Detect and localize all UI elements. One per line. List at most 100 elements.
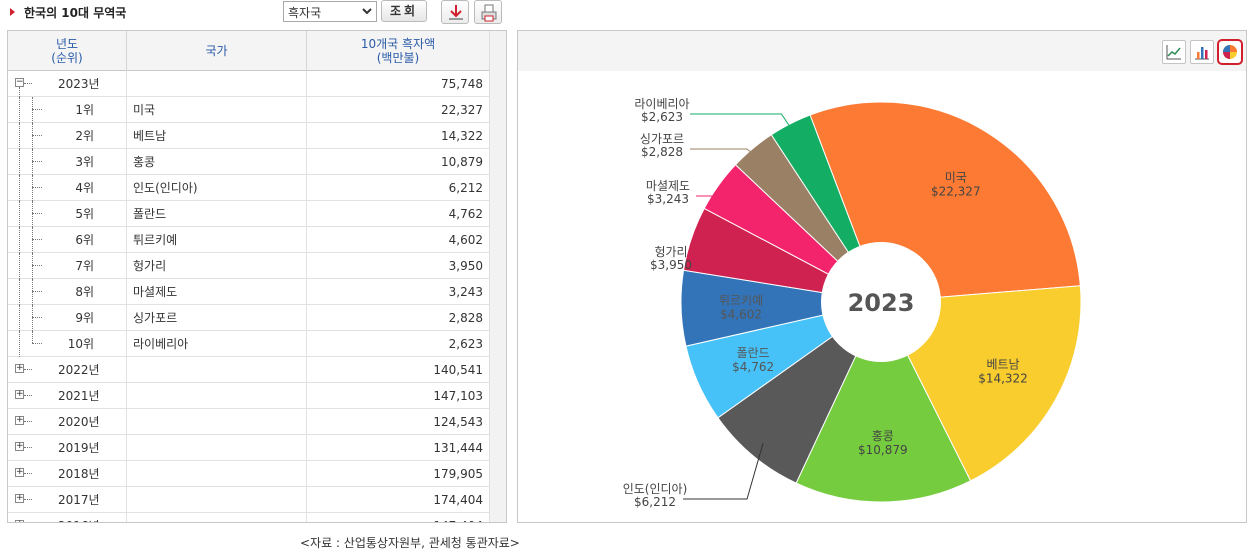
- table-row: 1위 미국 22,327: [8, 97, 489, 123]
- pie-slice[interactable]: [795, 300, 972, 503]
- table-row: 2위 베트남 14,322: [8, 123, 489, 149]
- amount-cell: 3,243: [448, 285, 483, 299]
- table-row-year[interactable]: +2022년 140,541: [8, 357, 489, 383]
- trade-type-select[interactable]: 흑자국: [283, 1, 377, 22]
- expand-icon[interactable]: +: [15, 363, 24, 373]
- pie-chart-icon: [1223, 45, 1237, 59]
- search-button[interactable]: 조회: [381, 0, 427, 22]
- tree-connector: [32, 149, 33, 175]
- label-leader-line: [690, 113, 798, 139]
- tree-connector: [24, 421, 32, 422]
- amount-cell: 140,541: [433, 363, 483, 377]
- bar-chart-icon: [1195, 47, 1209, 60]
- tree-connector: [32, 305, 33, 331]
- amount-cell: 3,950: [448, 259, 483, 273]
- tree-connector: [19, 123, 20, 149]
- source-note: <자료 : 산업통상자원부, 관세청 통관자료>: [300, 536, 520, 550]
- table-row-year[interactable]: +2021년 147,103: [8, 383, 489, 409]
- year-label: 2018년: [58, 467, 100, 481]
- tree-connector: [19, 175, 20, 201]
- year-rank-cell: 3위: [8, 149, 127, 175]
- table-row: 10위 라이베리아 2,623: [8, 331, 489, 357]
- table-row-year[interactable]: − 2023년 75,748: [8, 71, 489, 97]
- expand-icon[interactable]: +: [15, 389, 24, 399]
- chart-panel: [517, 30, 1247, 523]
- slice-label: 튀르키예 $4,602: [719, 293, 763, 321]
- tree-connector: [19, 201, 20, 227]
- tree-connector: [32, 291, 42, 292]
- expand-icon[interactable]: +: [15, 415, 24, 425]
- expand-icon[interactable]: +: [15, 467, 24, 477]
- line-chart-button[interactable]: [1162, 40, 1186, 64]
- year-label: 2020년: [58, 415, 100, 429]
- download-icon: [449, 5, 463, 20]
- country-cell: [127, 409, 307, 435]
- slice-label: 미국 $22,327: [931, 171, 981, 199]
- amount-cell: 131,444: [433, 441, 483, 455]
- tree-connector: [32, 317, 42, 318]
- expand-icon[interactable]: +: [15, 520, 24, 522]
- country-cell: [127, 357, 307, 383]
- amount-cell: 179,905: [433, 467, 483, 481]
- table-row-year[interactable]: +2016년 147,404: [8, 513, 489, 522]
- tree-connector: [19, 149, 20, 175]
- country-cell: 마셜제도: [127, 279, 307, 305]
- amount-cell: 10,879: [441, 155, 483, 169]
- label-leader-line: [689, 243, 707, 263]
- slice-label: 라이베리아 $2,623: [634, 97, 689, 124]
- country-cell: 미국: [127, 97, 307, 123]
- donut-hole: [821, 242, 941, 362]
- year-rank-cell: +2022년: [8, 357, 127, 383]
- col-header-country-label: 국가: [205, 44, 228, 58]
- amount-cell: 6,212: [448, 181, 483, 195]
- year-rank-cell: +2016년: [8, 513, 127, 522]
- line-chart-icon: [1166, 45, 1181, 60]
- country-cell: [127, 513, 307, 522]
- table-row: 6위 튀르키예 4,602: [8, 227, 489, 253]
- slice-label: 홍콩 $10,879: [858, 429, 908, 457]
- amount-cell: 147,103: [433, 389, 483, 403]
- tree-connector: [32, 201, 33, 227]
- tree-connector: [24, 83, 32, 84]
- country-cell: 인도(인디아): [127, 175, 307, 201]
- table-row-year[interactable]: +2020년 124,543: [8, 409, 489, 435]
- pie-chart-button[interactable]: [1217, 39, 1243, 65]
- table-row-year[interactable]: +2017년 174,404: [8, 487, 489, 513]
- rank-label: 9위: [75, 311, 94, 325]
- rank-label: 2위: [75, 129, 94, 143]
- slice-label: 베트남 $14,322: [978, 358, 1028, 386]
- col-header-year-line1: 년도: [55, 37, 79, 51]
- bar-chart-button[interactable]: [1190, 40, 1214, 64]
- year-label: 2019년: [58, 441, 100, 455]
- amount-cell: 174,404: [433, 493, 483, 507]
- year-rank-cell: 1위: [8, 97, 127, 123]
- tree-connector: [32, 279, 33, 305]
- pie-slice[interactable]: [717, 300, 883, 484]
- year-rank-cell: 10위: [8, 331, 127, 357]
- table-row: 7위 헝가리 3,950: [8, 253, 489, 279]
- table-scrollbar[interactable]: [489, 31, 506, 522]
- expand-icon[interactable]: +: [15, 441, 24, 451]
- table-row-year[interactable]: +2018년 179,905: [8, 461, 489, 487]
- print-icon: [481, 4, 497, 22]
- collapse-icon[interactable]: −: [15, 77, 24, 87]
- amount-cell: 2,623: [448, 337, 483, 351]
- expand-icon[interactable]: +: [15, 493, 24, 503]
- tree-connector: [19, 227, 20, 253]
- top-bar: 한국의 10대 무역국 흑자국 조회: [0, 0, 1258, 26]
- tree-connector: [32, 187, 42, 188]
- country-cell: 튀르키예: [127, 227, 307, 253]
- col-header-amount: 10개국 흑자액 (백만불): [307, 31, 489, 71]
- amount-cell: 124,543: [433, 415, 483, 429]
- download-button[interactable]: [441, 0, 469, 24]
- col-header-country: 국가: [127, 31, 307, 71]
- slice-label: 헝가리 $3,950: [650, 245, 692, 272]
- country-cell: 베트남: [127, 123, 307, 149]
- year-rank-cell: 2위: [8, 123, 127, 149]
- tree-connector: [32, 97, 33, 123]
- year-rank-cell: 4위: [8, 175, 127, 201]
- table-row-year[interactable]: +2019년 131,444: [8, 435, 489, 461]
- year-rank-cell: +2021년: [8, 383, 127, 409]
- print-button[interactable]: [474, 0, 502, 24]
- col-header-amount-line2: (백만불): [376, 51, 420, 65]
